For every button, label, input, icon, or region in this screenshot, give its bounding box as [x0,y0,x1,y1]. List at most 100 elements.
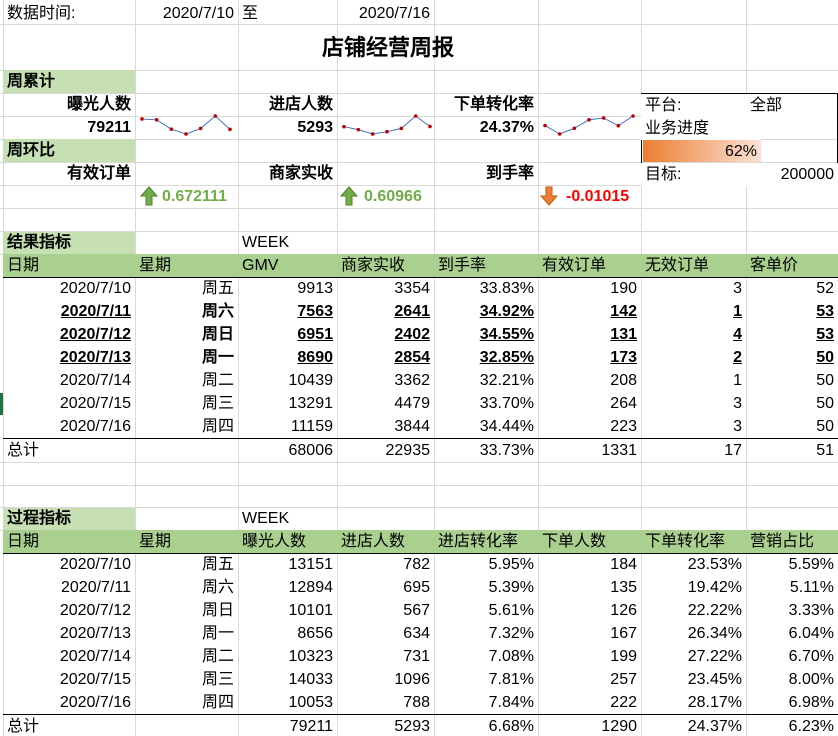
buyers-cell[interactable]: 257 [610,671,637,688]
visitors-cell[interactable]: 731 [403,648,430,665]
date-cell[interactable]: 2020/7/14 [59,648,131,665]
weekday-cell[interactable]: 周二 [201,648,234,665]
gmv-cell[interactable]: 6951 [297,326,333,343]
weekday-cell[interactable]: 周日 [201,602,234,619]
buyers-cell[interactable]: 222 [610,694,637,711]
order_rate-cell[interactable]: 23.45% [687,671,742,688]
income-cell[interactable]: 3844 [394,418,430,435]
date-cell[interactable]: 2020/7/10 [59,556,131,573]
visit_rate-cell[interactable]: 7.32% [488,625,534,642]
exposure-cell[interactable]: 10323 [288,648,334,665]
invalid-cell[interactable]: 1 [733,303,742,320]
weekday-cell[interactable]: 周五 [201,556,234,573]
buyers-cell[interactable]: 126 [610,602,637,619]
total-order_rate-cell[interactable]: 24.37% [687,718,742,735]
aov-cell[interactable]: 50 [816,372,834,389]
total-visitors-cell[interactable]: 5293 [394,718,430,735]
order_rate-cell[interactable]: 28.17% [687,694,742,711]
visit_rate-cell[interactable]: 7.84% [488,694,534,711]
date-cell[interactable]: 2020/7/16 [59,418,131,435]
income-cell[interactable]: 2402 [394,326,430,343]
income-cell[interactable]: 3354 [394,280,430,297]
column-header[interactable]: 无效订单 [645,257,710,274]
income-cell[interactable]: 3362 [394,372,430,389]
aov-cell[interactable]: 53 [816,326,834,343]
column-header[interactable]: 日期 [7,257,40,274]
end-date-cell[interactable]: 2020/7/16 [358,5,430,22]
valid-cell[interactable]: 190 [610,280,637,297]
order_rate-cell[interactable]: 27.22% [687,648,742,665]
visitors-cell[interactable]: 1096 [394,671,430,688]
exposure-cell[interactable]: 10053 [288,694,334,711]
total-marketing-cell[interactable]: 6.23% [788,718,834,735]
invalid-cell[interactable]: 3 [733,280,742,297]
invalid-cell[interactable]: 3 [733,395,742,412]
total-label[interactable]: 总计 [7,442,40,459]
marketing-cell[interactable]: 5.59% [788,556,834,573]
valid-cell[interactable]: 173 [610,349,637,366]
rate-cell[interactable]: 34.55% [479,326,534,343]
date-cell[interactable]: 2020/7/15 [59,671,131,688]
rate-cell[interactable]: 32.21% [479,372,534,389]
column-header[interactable]: 营销占比 [750,533,815,550]
total-visit_rate-cell[interactable]: 6.68% [488,718,534,735]
rate-cell[interactable]: 34.92% [479,303,534,320]
visit_rate-cell[interactable]: 5.61% [488,602,534,619]
column-header[interactable]: 曝光人数 [242,533,307,550]
weekday-cell[interactable]: 周一 [201,349,234,366]
weekday-cell[interactable]: 周六 [201,579,234,596]
total-gmv-cell[interactable]: 68006 [288,442,334,459]
gmv-cell[interactable]: 13291 [288,395,334,412]
aov-cell[interactable]: 52 [816,280,834,297]
weekday-cell[interactable]: 周三 [201,671,234,688]
valid-cell[interactable]: 223 [610,418,637,435]
valid-cell[interactable]: 264 [610,395,637,412]
column-header[interactable]: 下单人数 [542,533,607,550]
weekday-cell[interactable]: 周五 [201,280,234,297]
invalid-cell[interactable]: 2 [733,349,742,366]
visit_rate-cell[interactable]: 5.95% [488,556,534,573]
column-header[interactable]: 星期 [139,533,172,550]
rate-cell[interactable]: 33.83% [479,280,534,297]
date-cell[interactable]: 2020/7/11 [61,579,131,596]
gmv-cell[interactable]: 10439 [288,372,334,389]
column-header[interactable]: 客单价 [750,257,799,274]
date-cell[interactable]: 2020/7/12 [59,326,131,343]
date-cell[interactable]: 2020/7/15 [59,395,131,412]
exposure-cell[interactable]: 12894 [288,579,334,596]
marketing-cell[interactable]: 6.04% [788,625,834,642]
valid-cell[interactable]: 208 [610,372,637,389]
total-exposure-cell[interactable]: 79211 [289,718,333,735]
rate-cell[interactable]: 33.70% [479,395,534,412]
visitors-cell[interactable]: 695 [403,579,430,596]
buyers-cell[interactable]: 135 [610,579,637,596]
column-header[interactable]: 星期 [139,257,172,274]
column-header[interactable]: GMV [242,257,279,274]
order_rate-cell[interactable]: 26.34% [687,625,742,642]
exposure-cell[interactable]: 14033 [288,671,334,688]
column-header[interactable]: 有效订单 [542,257,607,274]
visitors-cell[interactable]: 782 [403,556,430,573]
column-header[interactable]: 进店转化率 [438,533,519,550]
marketing-cell[interactable]: 8.00% [788,671,834,688]
invalid-cell[interactable]: 3 [733,418,742,435]
visit_rate-cell[interactable]: 5.39% [488,579,534,596]
invalid-cell[interactable]: 1 [733,372,742,389]
total-buyers-cell[interactable]: 1290 [601,718,637,735]
visit_rate-cell[interactable]: 7.81% [488,671,534,688]
platform-value[interactable]: 全部 [746,94,836,117]
date-cell[interactable]: 2020/7/10 [59,280,131,297]
marketing-cell[interactable]: 6.98% [788,694,834,711]
buyers-cell[interactable]: 184 [610,556,637,573]
rate-cell[interactable]: 34.44% [479,418,534,435]
exposure-cell[interactable]: 13151 [288,556,334,573]
marketing-cell[interactable]: 3.33% [788,602,834,619]
aov-cell[interactable]: 50 [816,395,834,412]
visitors-cell[interactable]: 788 [403,694,430,711]
marketing-cell[interactable]: 6.70% [788,648,834,665]
buyers-cell[interactable]: 199 [610,648,637,665]
weekday-cell[interactable]: 周六 [201,303,234,320]
total-aov-cell[interactable]: 51 [816,442,834,459]
column-header[interactable]: 下单转化率 [645,533,726,550]
weekday-cell[interactable]: 周二 [201,372,234,389]
